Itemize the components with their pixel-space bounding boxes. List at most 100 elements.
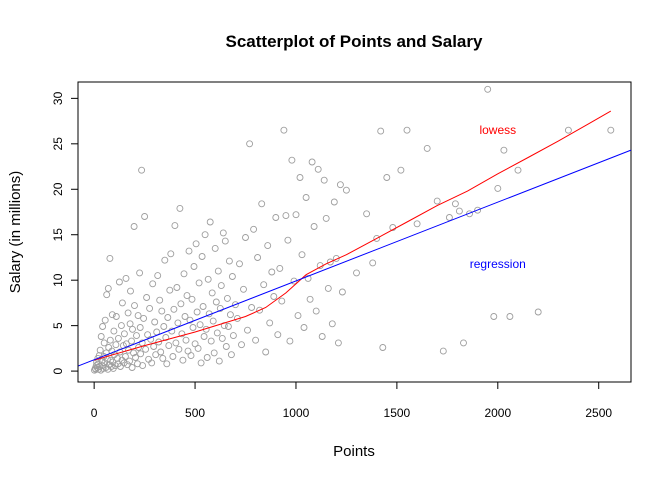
data-point — [413, 220, 421, 228]
data-point — [226, 311, 234, 319]
data-point — [330, 198, 338, 206]
data-point — [494, 184, 502, 192]
plot-frame — [77, 81, 632, 383]
data-point — [490, 313, 498, 320]
x-tick-label: 0 — [91, 406, 98, 420]
lowess-line — [93, 110, 612, 361]
y-tick-label: 10 — [51, 273, 65, 287]
y-tick-label: 20 — [51, 182, 65, 196]
data-point — [219, 229, 227, 237]
data-point — [264, 242, 272, 250]
data-point — [484, 85, 492, 93]
data-point — [500, 146, 508, 154]
data-point — [174, 319, 182, 327]
data-point — [334, 339, 342, 347]
data-point — [221, 237, 229, 245]
data-point — [136, 269, 144, 277]
data-point — [171, 222, 179, 230]
data-point — [178, 330, 186, 338]
data-point — [189, 324, 197, 331]
data-point — [300, 324, 308, 331]
data-point — [227, 351, 235, 359]
data-point — [163, 360, 171, 368]
data-point — [141, 213, 149, 220]
data-point — [105, 344, 113, 351]
data-point — [99, 323, 107, 330]
y-tick-label: 25 — [51, 137, 65, 151]
data-point — [258, 200, 266, 208]
data-point — [312, 307, 320, 315]
data-point — [126, 357, 133, 365]
data-point — [133, 332, 140, 340]
data-point — [164, 314, 172, 321]
data-point — [433, 197, 441, 205]
data-point — [308, 158, 316, 166]
data-point — [195, 279, 203, 287]
data-point — [203, 354, 211, 361]
points-layer — [91, 85, 615, 374]
data-point — [131, 302, 138, 310]
data-point — [151, 318, 159, 326]
data-point — [474, 206, 482, 214]
data-point — [369, 259, 377, 267]
data-point — [190, 263, 198, 270]
data-point — [564, 126, 572, 134]
data-point — [130, 349, 137, 357]
data-point — [377, 127, 385, 135]
y-tick-label: 30 — [51, 91, 65, 105]
data-point — [120, 330, 128, 338]
data-point — [194, 344, 202, 352]
data-point — [217, 282, 225, 290]
data-point — [115, 278, 123, 286]
data-point — [180, 270, 188, 278]
lowess-label: lowess — [479, 123, 516, 137]
data-point — [223, 294, 231, 302]
data-point — [139, 362, 147, 370]
data-point — [101, 316, 109, 324]
data-point — [288, 156, 296, 164]
data-point — [310, 223, 318, 230]
data-point — [196, 321, 204, 329]
data-point — [216, 304, 224, 312]
data-point — [175, 345, 183, 353]
x-tick-label: 2000 — [484, 406, 511, 420]
y-tick-label: 0 — [51, 367, 65, 374]
x-tick-label: 2500 — [585, 406, 612, 420]
data-point — [112, 341, 120, 349]
data-point — [238, 341, 245, 349]
data-point — [213, 329, 221, 337]
data-point — [254, 254, 262, 261]
data-point — [118, 299, 126, 307]
data-point — [246, 140, 254, 148]
data-point — [114, 334, 122, 342]
data-point — [224, 323, 232, 330]
y-tick-label: 5 — [51, 322, 65, 329]
data-point — [204, 275, 212, 283]
data-point — [146, 304, 154, 312]
data-point — [128, 337, 135, 345]
data-point — [383, 174, 391, 181]
data-point — [306, 295, 314, 303]
data-point — [159, 354, 167, 362]
data-point — [514, 166, 522, 174]
data-point — [186, 316, 194, 324]
data-point — [156, 296, 164, 304]
data-point — [338, 288, 346, 296]
data-point — [192, 240, 200, 248]
data-point — [326, 258, 334, 266]
data-point — [342, 186, 350, 194]
data-point — [320, 176, 328, 184]
data-point — [294, 312, 302, 320]
data-point — [282, 212, 290, 220]
data-point — [132, 354, 139, 361]
data-point — [236, 260, 243, 268]
data-point — [466, 210, 473, 218]
data-point — [206, 218, 214, 226]
data-point — [248, 304, 256, 311]
data-point — [200, 333, 208, 340]
data-point — [278, 297, 286, 305]
data-point — [166, 286, 174, 294]
data-point — [403, 126, 411, 134]
data-point — [110, 327, 118, 335]
